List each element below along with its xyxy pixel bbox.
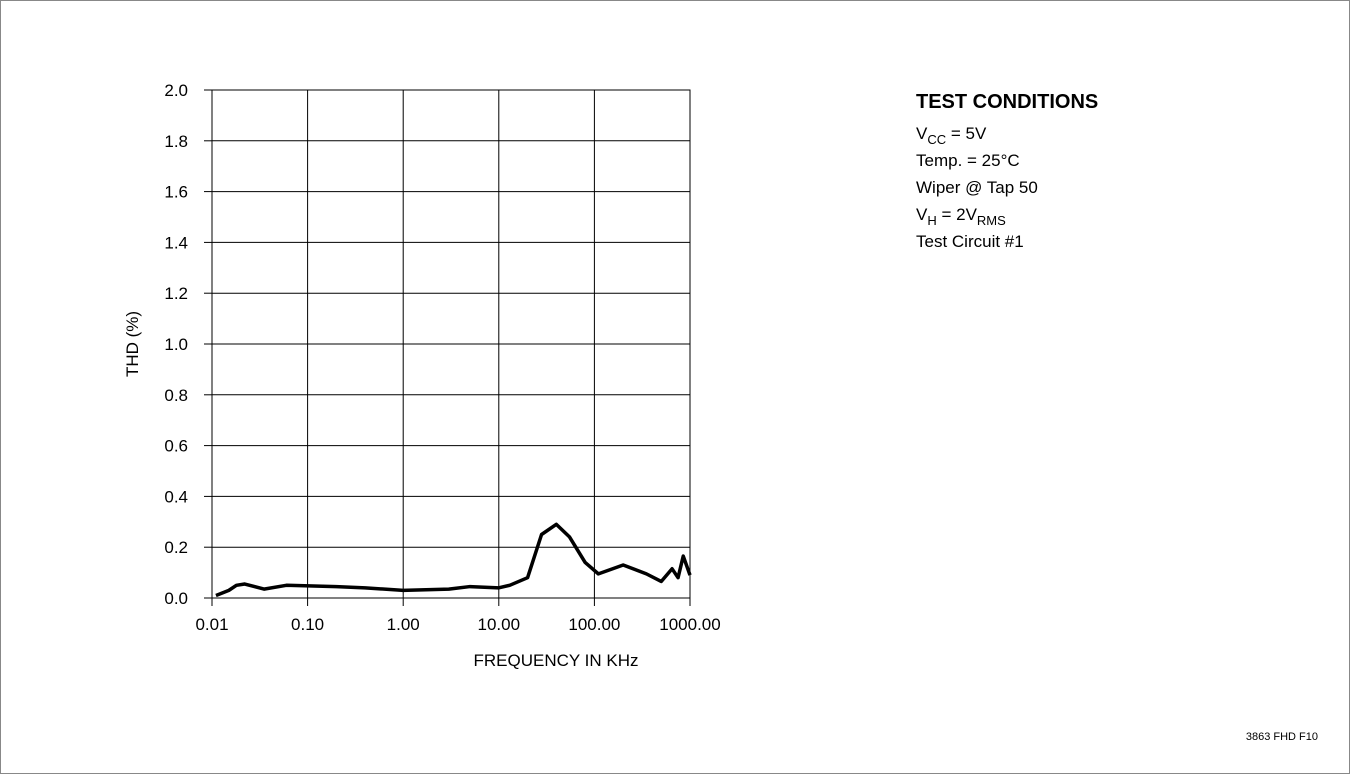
text: V [916,205,928,224]
annotation-line: VH = 2VRMS [916,205,1006,228]
y-axis-label: THD (%) [123,311,142,377]
y-tick-label: 1.4 [164,233,188,252]
y-tick-label: 0.6 [164,437,188,456]
x-tick-label: 1000.00 [659,615,720,634]
text: = 5V [946,124,987,143]
y-tick-label: 1.0 [164,335,188,354]
annotation-line: Temp. = 25°C [916,151,1020,170]
x-tick-label: 10.00 [478,615,521,634]
y-tick-label: 1.6 [164,183,188,202]
y-tick-label: 1.2 [164,284,188,303]
annotation-heading: TEST CONDITIONS [916,91,1098,113]
x-tick-label: 0.10 [291,615,324,634]
y-tick-label: 2.0 [164,81,188,100]
subscript: CC [927,132,946,147]
x-tick-label: 1.00 [387,615,420,634]
x-axis-label: FREQUENCY IN KHz [474,651,639,670]
annotation-line: VCC = 5V [916,124,987,147]
plot-border [211,89,691,599]
data-line [215,522,692,598]
text: V [916,124,928,143]
figure-id: 3863 FHD F10 [1246,731,1318,743]
y-tick-label: 0.8 [164,386,188,405]
subscript: H [927,213,936,228]
y-tick-label: 0.0 [164,589,188,608]
y-tick-label: 1.8 [164,132,188,151]
text: = 2V [937,205,978,224]
y-tick-label: 0.2 [164,538,188,557]
x-tick-label: 0.01 [195,615,228,634]
subscript: RMS [977,213,1006,228]
x-tick-label: 100.00 [568,615,620,634]
annotation-line: Test Circuit #1 [916,232,1024,251]
annotation-line: Wiper @ Tap 50 [916,178,1038,197]
y-tick-label: 0.4 [164,487,188,506]
